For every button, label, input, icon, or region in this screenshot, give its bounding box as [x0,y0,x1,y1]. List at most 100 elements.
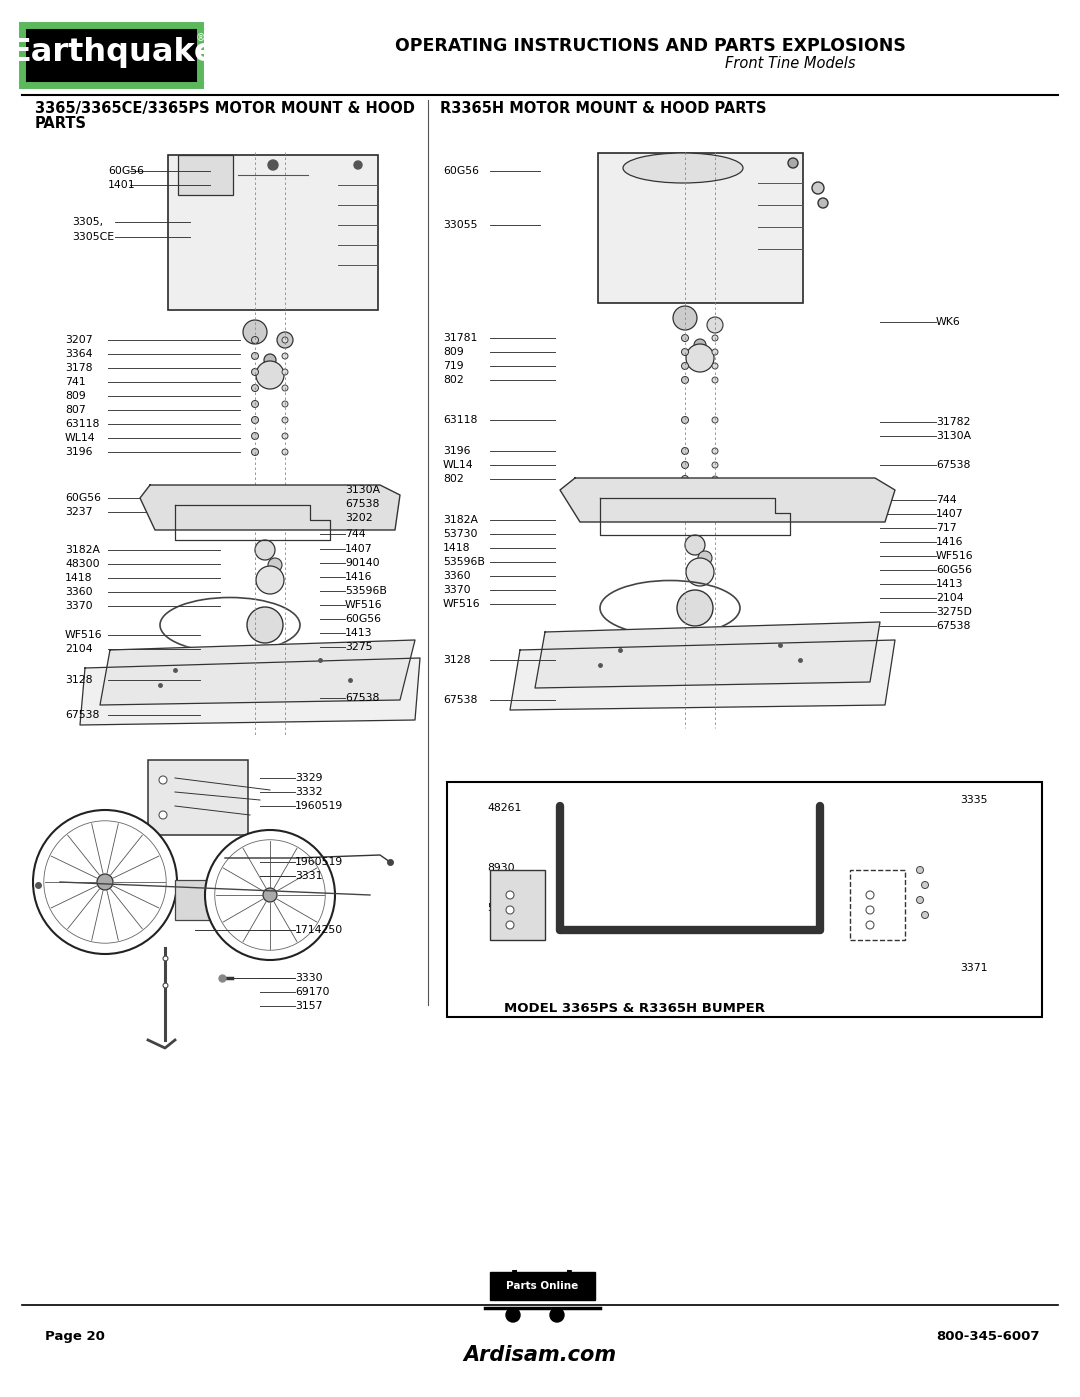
Text: 33055: 33055 [443,219,477,231]
Text: 60G56: 60G56 [936,564,972,576]
Circle shape [917,866,923,873]
Text: WF516: WF516 [345,599,382,610]
Text: 2104: 2104 [65,644,93,654]
Circle shape [681,447,689,454]
Text: 1401: 1401 [108,180,136,190]
Text: WF516: WF516 [65,630,103,640]
Circle shape [712,462,718,468]
Text: 67538: 67538 [345,693,379,703]
Text: 3370: 3370 [443,585,471,595]
Circle shape [681,377,689,384]
Text: 3128: 3128 [65,675,93,685]
Text: 802: 802 [443,474,463,483]
Circle shape [205,830,335,960]
Text: 53730: 53730 [443,529,477,539]
Text: 3207: 3207 [65,335,93,345]
Text: 1418: 1418 [65,573,93,583]
Text: 3305CE: 3305CE [72,232,114,242]
Text: 3157: 3157 [295,1002,323,1011]
Text: R3365H MOTOR MOUNT & HOOD PARTS: R3365H MOTOR MOUNT & HOOD PARTS [440,101,767,116]
Circle shape [255,541,275,560]
Text: WL14: WL14 [65,433,96,443]
Text: 3332: 3332 [295,787,323,798]
Text: 3130A: 3130A [936,432,971,441]
Text: 67538: 67538 [936,622,970,631]
Circle shape [507,1308,519,1322]
Bar [175,880,265,921]
Text: 3275D: 3275D [936,608,972,617]
Circle shape [681,362,689,369]
Circle shape [686,344,714,372]
Circle shape [247,608,283,643]
Bar [850,870,905,940]
Ellipse shape [623,154,743,183]
Text: 1418: 1418 [443,543,471,553]
Text: 1416: 1416 [936,536,963,548]
Circle shape [252,384,258,391]
Text: WL14: WL14 [443,460,474,469]
Circle shape [707,317,723,332]
Circle shape [282,416,288,423]
Circle shape [681,416,689,423]
Circle shape [866,907,874,914]
Circle shape [685,535,705,555]
Text: 3329: 3329 [295,773,323,782]
Circle shape [694,339,706,351]
Circle shape [256,566,284,594]
Text: 3371: 3371 [960,963,987,972]
Circle shape [921,911,929,918]
Text: 809: 809 [443,346,463,358]
Circle shape [159,775,167,784]
Circle shape [712,448,718,454]
Text: Parts Online: Parts Online [505,1281,578,1291]
Bar [148,760,248,835]
Text: 31782: 31782 [936,416,970,427]
Text: 3182A: 3182A [443,515,478,525]
Text: MODEL 3365PS & R3365H BUMPER: MODEL 3365PS & R3365H BUMPER [504,1002,766,1014]
Text: 3335: 3335 [960,795,987,805]
Text: 3237: 3237 [65,507,93,517]
Text: Front Tine Models: Front Tine Models [725,56,855,70]
Text: 1407: 1407 [936,509,963,520]
Text: Earthquake: Earthquake [9,36,215,67]
Text: 3331: 3331 [295,870,323,882]
Bar [447,782,1042,1017]
Text: 3365/3365CE/3365PS MOTOR MOUNT & HOOD: 3365/3365CE/3365PS MOTOR MOUNT & HOOD [35,101,415,116]
Text: 1960519: 1960519 [295,800,343,812]
Polygon shape [510,640,895,710]
Text: 1413: 1413 [345,629,373,638]
FancyBboxPatch shape [22,25,200,85]
Circle shape [354,161,362,169]
Text: 3130A: 3130A [345,485,380,495]
Text: Ardisam.com: Ardisam.com [463,1345,617,1365]
Text: 719: 719 [443,360,463,372]
Text: 3360: 3360 [443,571,471,581]
Bar [598,154,804,303]
Circle shape [712,349,718,355]
Text: 2104: 2104 [936,592,963,604]
Text: 69170: 69170 [295,988,329,997]
Text: 3275: 3275 [345,643,373,652]
Text: 3364: 3364 [65,349,93,359]
Text: 90140: 90140 [345,557,380,569]
Text: 53596B: 53596B [345,585,387,597]
Circle shape [788,158,798,168]
Bar [490,870,545,940]
Text: 60G56: 60G56 [443,166,480,176]
Text: 60G56: 60G56 [65,493,102,503]
Text: WF516: WF516 [443,599,481,609]
Text: 3360: 3360 [65,587,93,597]
Circle shape [252,433,258,440]
Circle shape [921,882,929,888]
Circle shape [282,369,288,374]
Text: 3196: 3196 [443,446,471,455]
Circle shape [252,337,258,344]
Circle shape [712,363,718,369]
Text: 63118: 63118 [443,415,477,425]
Text: 807: 807 [65,405,85,415]
Polygon shape [140,485,400,529]
Circle shape [282,353,288,359]
Circle shape [256,360,284,388]
Text: 60G56: 60G56 [345,615,381,624]
Text: 1714250: 1714250 [295,925,343,935]
